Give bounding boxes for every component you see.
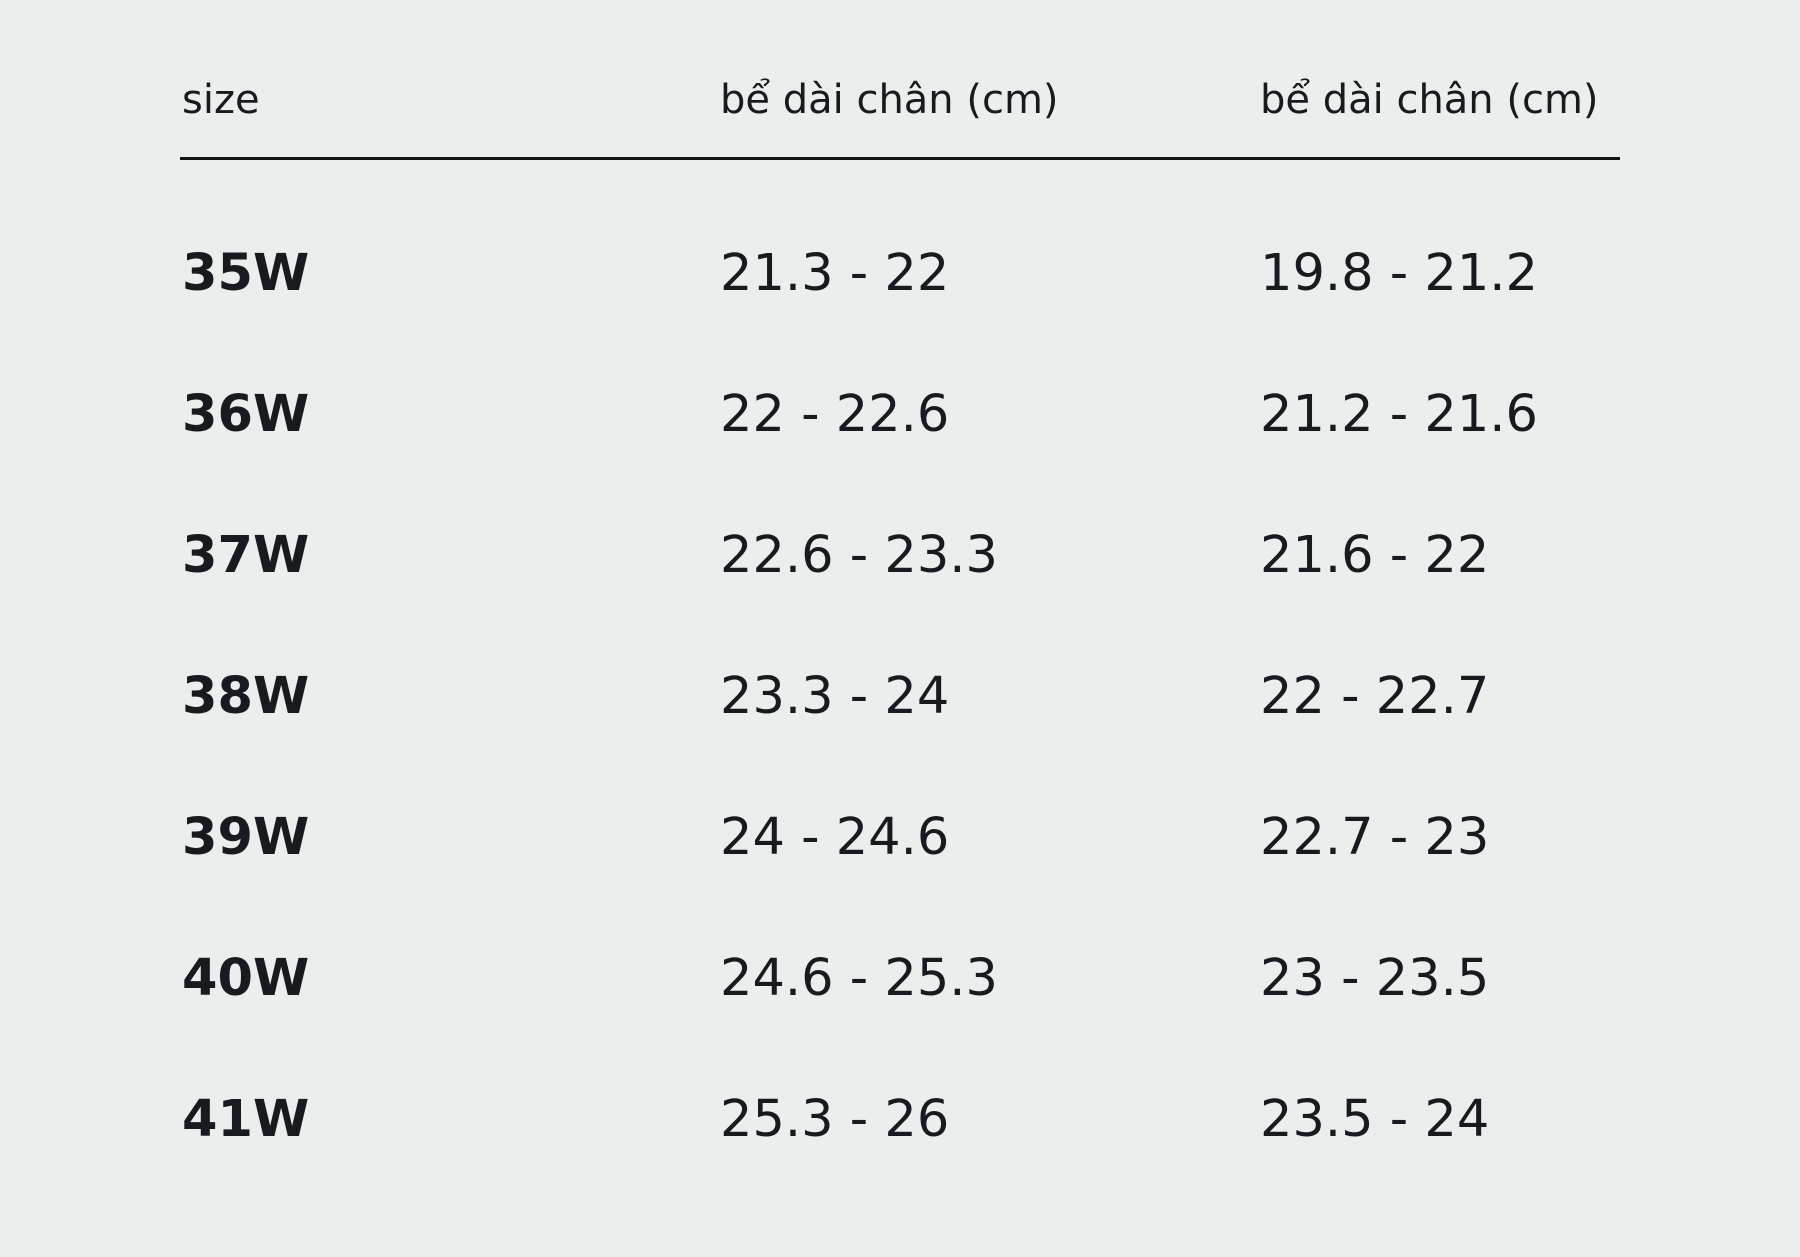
table-row: 41W 25.3 - 26 23.5 - 24: [180, 1048, 1620, 1189]
size-cell: 37W: [182, 526, 310, 585]
table-row: 37W 22.6 - 23.3 21.6 - 22: [180, 484, 1620, 625]
size-cell: 41W: [182, 1090, 310, 1149]
size-cell: 38W: [182, 667, 310, 726]
table-row: 38W 23.3 - 24 22 - 22.7: [180, 625, 1620, 766]
foot-length-cell: 22 - 22.6: [720, 385, 950, 444]
header-size: size: [182, 77, 260, 123]
foot-length-cell: 21.6 - 22: [1260, 526, 1490, 585]
header-foot-length-2: bể dài chân (cm): [1260, 77, 1599, 123]
table-row: 36W 22 - 22.6 21.2 - 21.6: [180, 343, 1620, 484]
foot-length-cell: 21.2 - 21.6: [1260, 385, 1538, 444]
foot-length-cell: 22.7 - 23: [1260, 808, 1490, 867]
foot-length-cell: 21.3 - 22: [720, 244, 950, 303]
foot-length-cell: 23.5 - 24: [1260, 1090, 1490, 1149]
foot-length-cell: 23.3 - 24: [720, 667, 950, 726]
table-body: 35W 21.3 - 22 19.8 - 21.2 36W 22 - 22.6 …: [180, 202, 1620, 1189]
table-row: 39W 24 - 24.6 22.7 - 23: [180, 766, 1620, 907]
table-row: 35W 21.3 - 22 19.8 - 21.2: [180, 202, 1620, 343]
foot-length-cell: 25.3 - 26: [720, 1090, 950, 1149]
foot-length-cell: 24.6 - 25.3: [720, 949, 998, 1008]
size-cell: 39W: [182, 808, 310, 867]
header-foot-length-1: bể dài chân (cm): [720, 77, 1059, 123]
foot-length-cell: 19.8 - 21.2: [1260, 244, 1538, 303]
table-row: 40W 24.6 - 25.3 23 - 23.5: [180, 907, 1620, 1048]
size-chart-table: size bể dài chân (cm) bể dài chân (cm) 3…: [180, 0, 1620, 1149]
size-cell: 35W: [182, 244, 310, 303]
foot-length-cell: 22.6 - 23.3: [720, 526, 998, 585]
table-header-row: size bể dài chân (cm) bể dài chân (cm): [180, 0, 1620, 160]
size-cell: 40W: [182, 949, 310, 1008]
foot-length-cell: 24 - 24.6: [720, 808, 950, 867]
size-cell: 36W: [182, 385, 310, 444]
foot-length-cell: 23 - 23.5: [1260, 949, 1490, 1008]
foot-length-cell: 22 - 22.7: [1260, 667, 1490, 726]
